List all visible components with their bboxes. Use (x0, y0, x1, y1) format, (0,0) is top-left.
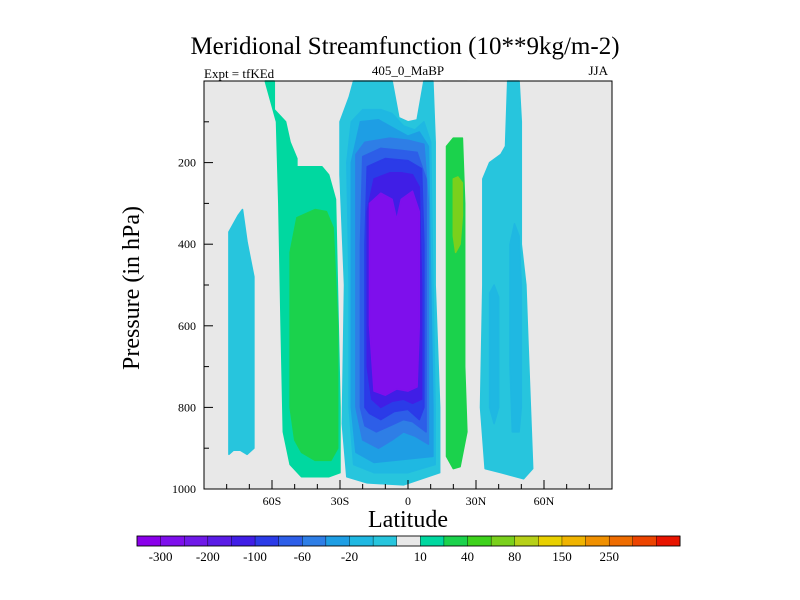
colorbar-box (585, 535, 610, 547)
colorbar: -300 -200 -100 -60 -20 10 40 80 150 250 (136, 535, 681, 564)
x-tick-label-30n: 30N (466, 494, 487, 508)
colorbar-box (349, 535, 374, 547)
colorbar-box (467, 535, 492, 547)
colorbar-box (136, 535, 162, 547)
y-tick-label-400: 400 (178, 237, 196, 251)
northern-midlatitude-core (509, 223, 523, 433)
colorbar-label: -300 (149, 549, 173, 564)
colorbar-box (490, 535, 516, 547)
northern-midlatitude-lower-core (488, 284, 500, 425)
colorbar-frame (136, 535, 681, 547)
contour-fill (228, 80, 534, 486)
colorbar-box (254, 535, 280, 547)
colorbar-label: 250 (599, 549, 619, 564)
colorbar-box (443, 535, 469, 547)
colorbar-boxes (136, 535, 681, 547)
colorbar-box (372, 535, 398, 547)
chart-title: Meridional Streamfunction (10**9kg/m-2) (190, 33, 619, 60)
x-tick-label-0: 0 (405, 494, 411, 508)
period-label: 405_0_MaBP (372, 63, 444, 78)
x-axis-label: Latitude (368, 507, 448, 533)
x-tick-label-30s: 30S (331, 494, 350, 508)
colorbar-box (632, 535, 657, 547)
colorbar-box (302, 535, 327, 547)
winter-cell-core (368, 190, 421, 396)
colorbar-label: -100 (243, 549, 267, 564)
experiment-label: Expt = tfKEd (204, 66, 275, 81)
x-tick-label-60n: 60N (534, 494, 555, 508)
y-tick-label-1000: 1000 (172, 482, 196, 496)
x-minor-ticks (226, 484, 590, 489)
y-tick-label-600: 600 (178, 319, 196, 333)
colorbar-box (420, 535, 445, 547)
x-axis: 60S 30S 0 30N 60N Latitude (263, 480, 555, 533)
colorbar-box (396, 535, 421, 547)
y-axis-label: Pressure (in hPa) (119, 206, 145, 370)
colorbar-box (207, 535, 232, 547)
plot-area (203, 80, 613, 490)
colorbar-label: -20 (341, 549, 358, 564)
colorbar-box (514, 535, 539, 547)
colorbar-box (561, 535, 587, 547)
colorbar-box (325, 535, 350, 547)
colorbar-box (231, 535, 256, 547)
colorbar-label: 80 (508, 549, 521, 564)
northern-cell-core (452, 176, 464, 254)
y-minor-ticks (204, 121, 209, 449)
colorbar-label: -60 (294, 549, 311, 564)
season-label: JJA (588, 63, 608, 78)
y-tick-label-800: 800 (178, 400, 196, 414)
southern-ferrel-core-contour (289, 208, 339, 462)
x-tick-label-60s: 60S (263, 494, 282, 508)
colorbar-box (184, 535, 209, 547)
colorbar-label: 150 (552, 549, 572, 564)
y-axis: 200 400 600 800 1000 Pressure (in hPa) (119, 156, 213, 496)
colorbar-label: -200 (196, 549, 220, 564)
colorbar-box (608, 535, 634, 547)
colorbar-label: 10 (414, 549, 427, 564)
colorbar-box (656, 535, 681, 547)
colorbar-box (538, 535, 563, 547)
colorbar-box (278, 535, 303, 547)
colorbar-box (160, 535, 185, 547)
colorbar-label: 40 (461, 549, 474, 564)
south-polar-cell-contour (228, 208, 255, 456)
y-tick-label-200: 200 (178, 156, 196, 170)
